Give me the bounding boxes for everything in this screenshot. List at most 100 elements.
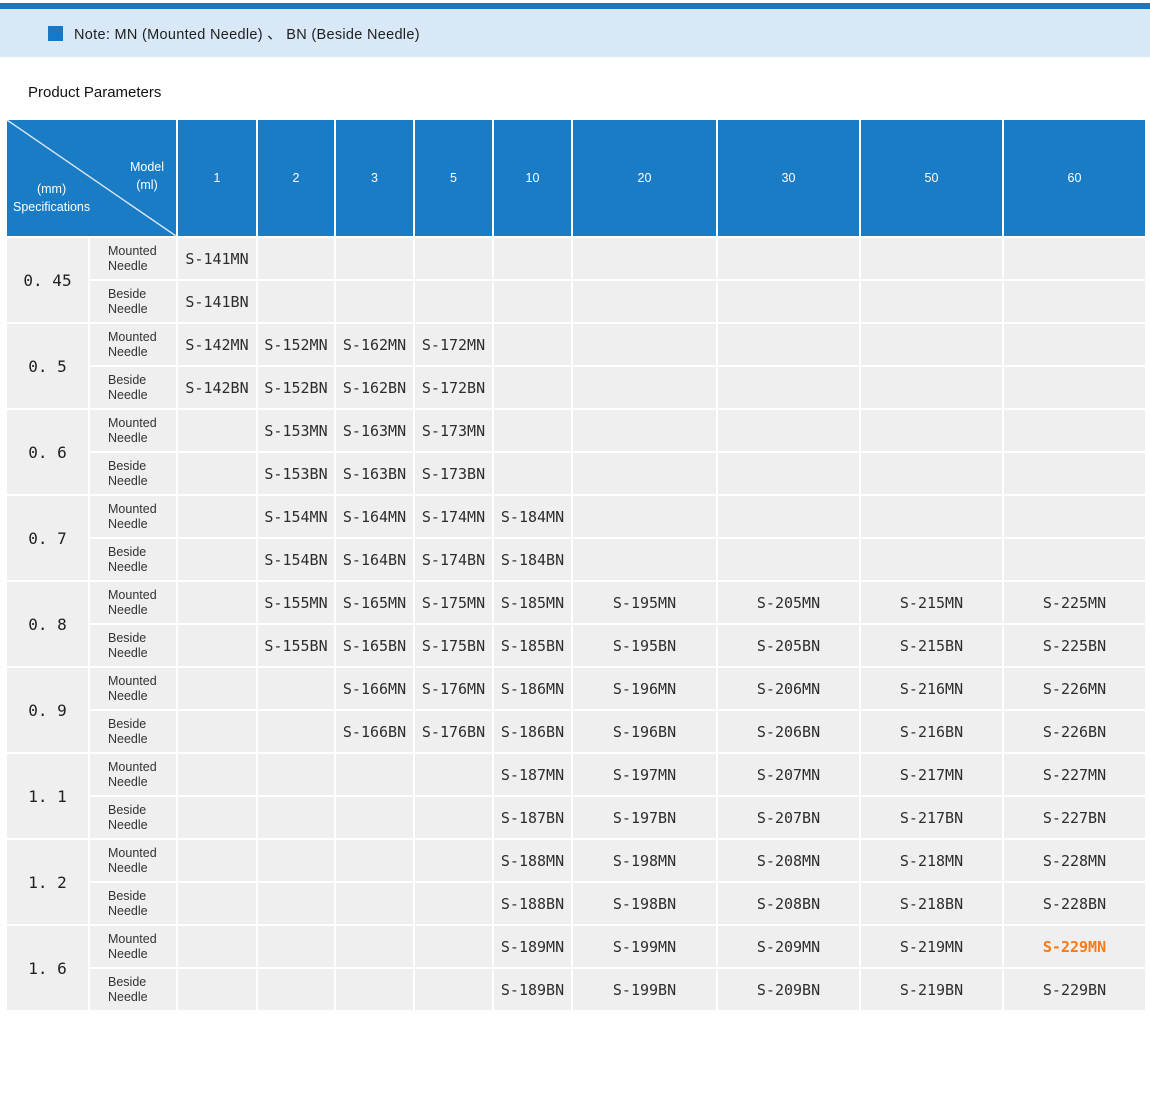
model-cell	[256, 279, 336, 324]
table-row: 0. 6 Mounted Needle S-153MN S-163MN S-173MN	[5, 408, 1147, 496]
model-cell: S-198BN	[571, 881, 718, 926]
model-cell: S-226BN	[1002, 709, 1147, 754]
model-cell: S-207BN	[716, 795, 861, 840]
model-cell: S-208BN	[716, 881, 861, 926]
model-cell: S-198MN	[571, 838, 718, 883]
model-cell	[1002, 408, 1147, 453]
model-cell	[859, 322, 1004, 367]
model-cell: S-218BN	[859, 881, 1004, 926]
table-row: Beside Needle S-189BN S-199BN S-209BN S-219B…	[6, 967, 1147, 1012]
model-cell	[256, 924, 336, 969]
model-cell: S-217MN	[859, 752, 1004, 797]
model-cell	[571, 322, 718, 367]
model-cell	[176, 494, 258, 539]
model-cell: S-155MN	[256, 580, 336, 625]
mounted-needle-label: Mounted Needle	[88, 322, 178, 367]
model-cell: S-142MN	[176, 322, 258, 367]
model-cell: S-205BN	[716, 623, 861, 668]
product-parameters-table: Model (ml) (mm) Specifications 1 2 3 5 10 20 3…	[5, 118, 1147, 1012]
mounted-needle-label: Mounted Needle	[88, 580, 178, 625]
model-cell	[492, 236, 573, 281]
model-cell	[571, 236, 718, 281]
model-cell	[334, 838, 415, 883]
model-cell: S-187MN	[492, 752, 573, 797]
beside-needle-label: Beside Needle	[88, 795, 178, 840]
beside-needle-label: Beside Needle	[88, 967, 178, 1012]
model-cell: S-227MN	[1002, 752, 1147, 797]
beside-needle-label: Beside Needle	[88, 537, 178, 582]
model-cell: S-152MN	[256, 322, 336, 367]
table-row: Beside Needle S-166BN S-176BN S-186BN S-196B…	[6, 709, 1147, 754]
model-cell	[413, 795, 494, 840]
mounted-needle-label: Mounted Needle	[88, 752, 178, 797]
model-cell	[334, 795, 415, 840]
model-cell: S-216MN	[859, 666, 1004, 711]
model-cell: S-164MN	[334, 494, 415, 539]
model-cell: S-153BN	[256, 451, 336, 496]
model-cell: S-229BN	[1002, 967, 1147, 1012]
table-row: Beside Needle S-188BN S-198BN S-208BN S-218B…	[6, 881, 1147, 926]
model-cell: S-185BN	[492, 623, 573, 668]
model-cell	[492, 279, 573, 324]
model-cell	[859, 451, 1004, 496]
model-cell: S-196BN	[571, 709, 718, 754]
spec-cell: 0. 7	[5, 494, 90, 582]
model-cell: S-141BN	[176, 279, 258, 324]
model-cell	[256, 967, 336, 1012]
model-cell: S-196MN	[571, 666, 718, 711]
model-cell	[334, 881, 415, 926]
note-band: Note: MN (Mounted Needle) 、 BN (Beside N…	[0, 9, 1150, 57]
beside-needle-label: Beside Needle	[88, 709, 178, 754]
model-cell: S-188BN	[492, 881, 573, 926]
model-cell: S-165BN	[334, 623, 415, 668]
model-cell	[256, 666, 336, 711]
model-cell	[256, 709, 336, 754]
model-cell	[176, 451, 258, 496]
model-cell: S-142BN	[176, 365, 258, 410]
spec-cell: 0. 8	[5, 580, 90, 668]
mounted-needle-label: Mounted Needle	[88, 494, 178, 539]
model-cell	[176, 795, 258, 840]
column-header-30ml: 30	[716, 118, 861, 238]
column-header-2ml: 2	[256, 118, 336, 238]
model-cell: S-216BN	[859, 709, 1004, 754]
model-cell: S-176MN	[413, 666, 494, 711]
model-cell: S-186MN	[492, 666, 573, 711]
model-cell	[176, 709, 258, 754]
column-header-1ml: 1	[176, 118, 258, 238]
spec-cell: 0. 6	[5, 408, 90, 496]
model-cell	[176, 924, 258, 969]
model-cell	[256, 795, 336, 840]
model-cell	[716, 451, 861, 496]
top-accent-line	[0, 3, 1150, 9]
model-cell: S-197MN	[571, 752, 718, 797]
model-cell: S-152BN	[256, 365, 336, 410]
model-cell	[1002, 322, 1147, 367]
table-row: 1. 1 Mounted Needle S-187MN S-197MN S-207MN S…	[5, 752, 1147, 840]
model-cell: S-155BN	[256, 623, 336, 668]
model-cell	[413, 279, 494, 324]
mounted-needle-label: Mounted Needle	[88, 838, 178, 883]
model-cell: S-206MN	[716, 666, 861, 711]
table-row: 0. 8 Mounted Needle S-155MN S-165MN S-175MN S…	[5, 580, 1147, 668]
model-cell: S-215MN	[859, 580, 1004, 625]
model-cell: S-154BN	[256, 537, 336, 582]
model-cell: S-206BN	[716, 709, 861, 754]
model-cell: S-174BN	[413, 537, 494, 582]
model-cell: S-215BN	[859, 623, 1004, 668]
model-cell: S-225BN	[1002, 623, 1147, 668]
model-cell: S-175BN	[413, 623, 494, 668]
table-row: 1. 2 Mounted Needle S-188MN S-198MN S-208MN S…	[5, 838, 1147, 926]
beside-needle-label: Beside Needle	[88, 451, 178, 496]
column-header-50ml: 50	[859, 118, 1004, 238]
model-cell	[859, 408, 1004, 453]
model-cell: S-207MN	[716, 752, 861, 797]
model-cell: S-188MN	[492, 838, 573, 883]
model-cell	[334, 236, 415, 281]
model-cell	[413, 838, 494, 883]
model-cell	[492, 408, 573, 453]
model-cell: S-164BN	[334, 537, 415, 582]
model-cell	[176, 408, 258, 453]
model-cell	[716, 408, 861, 453]
table-row: 1. 6 Mounted Needle S-189MN S-199MN S-209MN S…	[5, 924, 1147, 1012]
